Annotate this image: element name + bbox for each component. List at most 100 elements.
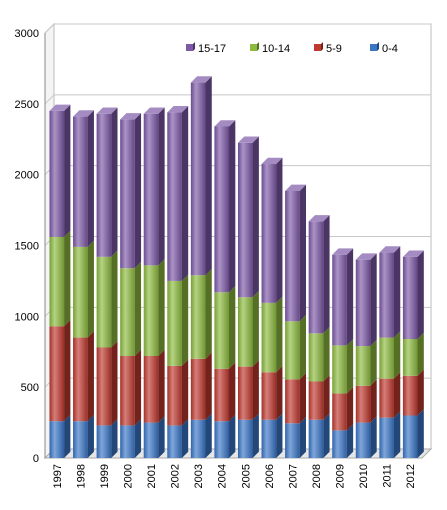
bar-segment-side (87, 240, 94, 338)
bar-segment-side (64, 319, 71, 422)
bar-top (73, 110, 94, 117)
x-tick-label: 2011 (382, 464, 394, 488)
bar-segment (285, 379, 300, 424)
x-tick-label: 1999 (99, 464, 111, 488)
bar-segment (285, 321, 300, 380)
bar-segment (402, 415, 418, 458)
y-tick-label: 1500 (15, 241, 39, 253)
x-tick-label: 2009 (335, 464, 347, 488)
bar-segment (120, 268, 135, 356)
bar-segment (237, 419, 253, 458)
x-tick-label: 2001 (146, 464, 158, 488)
bar-segment-side (87, 331, 94, 422)
bar-top (49, 104, 71, 111)
bar-segment-side (346, 248, 354, 346)
bar-segment-side (393, 246, 401, 338)
bar-segment-side (417, 409, 424, 458)
bar-segment (120, 425, 135, 458)
bar-segment (379, 252, 394, 338)
x-tick-label: 2006 (264, 464, 276, 488)
bar-segment-side (158, 259, 165, 356)
bar-segment (308, 221, 324, 334)
bar-segment-side (346, 339, 354, 394)
bar-segment-side (252, 360, 259, 420)
bar-segment (379, 378, 394, 418)
bar-segment (190, 419, 206, 458)
bar-segment-side (64, 230, 71, 327)
bar-top (261, 157, 283, 165)
bar-segment-side (370, 379, 377, 423)
bar-segment-side (393, 372, 401, 418)
bar-segment-side (252, 136, 259, 298)
bar-segment (96, 425, 112, 458)
bar-segment-side (87, 110, 94, 247)
bar-segment (49, 237, 65, 327)
bar-top (190, 76, 212, 83)
y-tick-label: 2500 (15, 99, 39, 111)
bar-segment-side (346, 387, 354, 431)
bar-segment (332, 393, 347, 431)
bar-segment (73, 337, 88, 422)
bar-segment-side (111, 341, 118, 426)
bar-segment-side (299, 184, 307, 322)
bar-top (379, 246, 401, 253)
bar-segment (49, 326, 65, 422)
bar-segment-side (370, 416, 377, 458)
bar-segment (261, 164, 277, 303)
bar-segment (143, 356, 159, 423)
bar-top (237, 136, 259, 143)
bar-segment-side (417, 250, 424, 339)
bar-segment (237, 366, 253, 420)
bar-segment (73, 421, 88, 458)
bar-segment-side (252, 290, 259, 367)
legend-label: 10-14 (262, 43, 290, 55)
y-tick-label: 2000 (15, 170, 39, 182)
bar-segment (214, 126, 230, 293)
bar-segment-side (276, 413, 283, 458)
bar-segment (237, 297, 253, 367)
bar-top (308, 215, 330, 222)
bar-segment (96, 113, 112, 257)
gridline (44, 94, 431, 105)
bar-segment (379, 337, 394, 379)
y-tick-label: 1000 (15, 311, 39, 323)
bar-segment (120, 119, 135, 269)
bar-segment-side (158, 416, 165, 458)
bar-segment-side (111, 107, 118, 257)
bar-segment-side (299, 373, 307, 424)
bar-segment (143, 265, 159, 356)
bar-segment (167, 280, 182, 366)
bar-segment (214, 421, 230, 458)
bar-segment (332, 254, 347, 346)
bar-segment-side (323, 375, 330, 420)
bar-segment-side (229, 414, 236, 458)
bar-segment-side (229, 285, 236, 369)
bar-segment-side (205, 413, 212, 458)
bar-segment-side (134, 419, 142, 458)
bar-segment (167, 365, 182, 426)
bar-segment (49, 110, 65, 237)
y-tick-label: 500 (21, 382, 39, 394)
bar-top (96, 107, 118, 114)
bar-segment (355, 385, 371, 423)
bar-top (285, 184, 307, 191)
legend-swatch (250, 44, 257, 51)
bar-segment (261, 302, 277, 373)
bar-segment (379, 417, 394, 458)
bar-segment (355, 346, 371, 386)
bar-segment-side (393, 411, 401, 458)
x-tick-label: 2002 (170, 464, 182, 488)
bar-segment-side (417, 369, 424, 416)
bar-segment-side (111, 250, 118, 348)
bar-segment-side (181, 274, 189, 366)
bar-segment (285, 190, 300, 322)
bar-segment (214, 368, 230, 422)
bar-segment-side (299, 416, 307, 458)
legend-label: 5-9 (326, 43, 342, 55)
bar-segment (96, 256, 112, 348)
bar-segment (214, 292, 230, 369)
bar-segment (355, 422, 371, 458)
bar-segment-side (393, 331, 401, 379)
